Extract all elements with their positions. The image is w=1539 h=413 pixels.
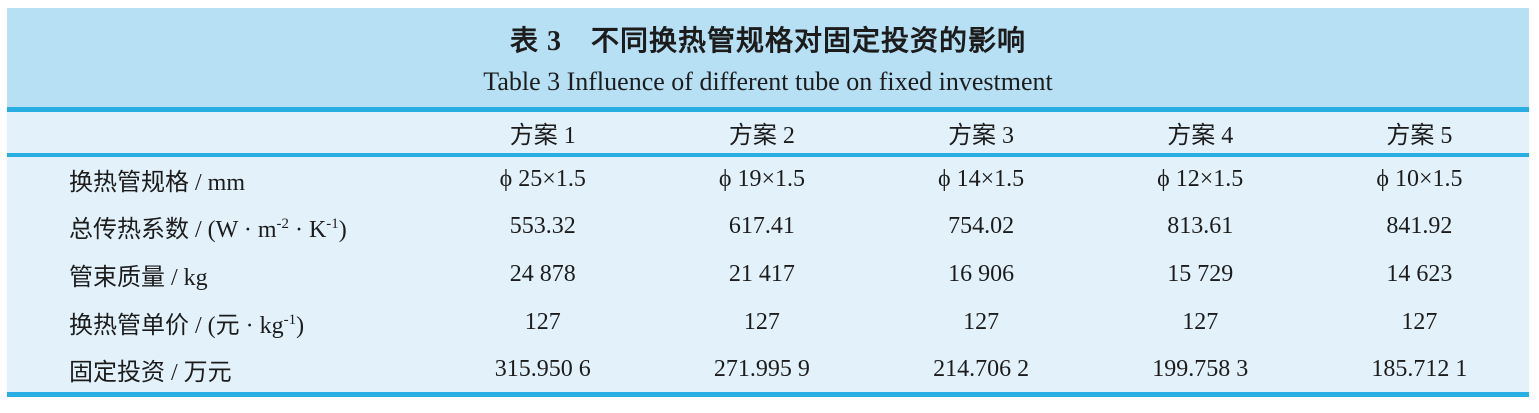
cell-value: 754.02 [948, 213, 1015, 239]
table-row-tube-spec: 换热管规格 / mm ϕ 25×1.5 ϕ 19×1.5 ϕ 14×1.5 ϕ … [7, 155, 1529, 203]
cell-value: 553.32 [509, 213, 576, 239]
cell-value: ϕ 19×1.5 [718, 166, 805, 192]
data-table: 方案 1 方案 2 方案 3 方案 4 方案 5 换热管规格 / mm ϕ 25… [7, 107, 1529, 397]
table-figure: 表 3 不同换热管规格对固定投资的影响 Table 3 Influence of… [7, 8, 1529, 397]
header-cell-plan-5: 方案 5 [1309, 109, 1529, 157]
row-label-fixed-investment: 固定投资 / 万元 [69, 359, 232, 386]
header-cell-plan-1: 方案 1 [433, 109, 653, 157]
cell-value: 127 [1182, 309, 1219, 335]
row-label-tube-unit-price: 换热管单价 / (元 · kg-1) [69, 312, 305, 339]
cell-value: ϕ 12×1.5 [1157, 166, 1244, 192]
table-row-tube-unit-price: 换热管单价 / (元 · kg-1) 127 127 127 127 127 [7, 299, 1529, 347]
row-label-bundle-mass: 管束质量 / kg [69, 265, 208, 291]
cell-value: 16 906 [948, 261, 1015, 287]
cell-value: ϕ 14×1.5 [937, 166, 1025, 192]
cell-value: 127 [1401, 309, 1438, 335]
cell-value: 841.92 [1386, 213, 1453, 239]
cell-value: 185.712 1 [1371, 355, 1468, 382]
table-row-heat-transfer-coefficient: 总传热系数 / (W · m-2 · K-1) 553.32 617.41 75… [7, 203, 1529, 251]
cell-value: 813.61 [1167, 213, 1234, 239]
caption-english: Table 3 Influence of different tube on f… [483, 66, 1053, 96]
cell-value: 199.758 3 [1152, 355, 1249, 382]
header-empty-cell [7, 109, 434, 157]
cell-value: 127 [963, 309, 1000, 335]
cell-value: 315.950 6 [494, 355, 591, 382]
cell-value: 15 729 [1167, 261, 1234, 287]
row-label-tube-spec: 换热管规格 / mm [69, 170, 246, 196]
cell-value: 21 417 [728, 261, 795, 287]
cell-value: ϕ 10×1.5 [1376, 166, 1463, 192]
caption-chinese: 表 3 不同换热管规格对固定投资的影响 [509, 25, 1026, 57]
cell-value: ϕ 25×1.5 [499, 166, 586, 192]
table-caption: 表 3 不同换热管规格对固定投资的影响 Table 3 Influence of… [7, 8, 1529, 107]
cell-value: 271.995 9 [713, 355, 810, 382]
table-row-bundle-mass: 管束质量 / kg 24 878 21 417 16 906 15 729 14… [7, 251, 1529, 299]
cell-value: 214.706 2 [933, 355, 1030, 382]
table-row-fixed-investment: 固定投资 / 万元 315.950 6 271.995 9 214.706 2 … [7, 347, 1529, 395]
cell-value: 127 [524, 309, 561, 335]
row-label-heat-transfer-coefficient: 总传热系数 / (W · m-2 · K-1) [69, 216, 347, 243]
cell-value: 617.41 [728, 213, 795, 239]
header-row: 方案 1 方案 2 方案 3 方案 4 方案 5 [7, 109, 1529, 157]
header-cell-plan-2: 方案 2 [652, 109, 872, 157]
cell-value: 24 878 [509, 261, 576, 287]
cell-value: 127 [743, 309, 780, 335]
cell-value: 14 623 [1386, 261, 1453, 287]
header-cell-plan-3: 方案 3 [871, 109, 1091, 157]
header-cell-plan-4: 方案 4 [1090, 109, 1310, 157]
